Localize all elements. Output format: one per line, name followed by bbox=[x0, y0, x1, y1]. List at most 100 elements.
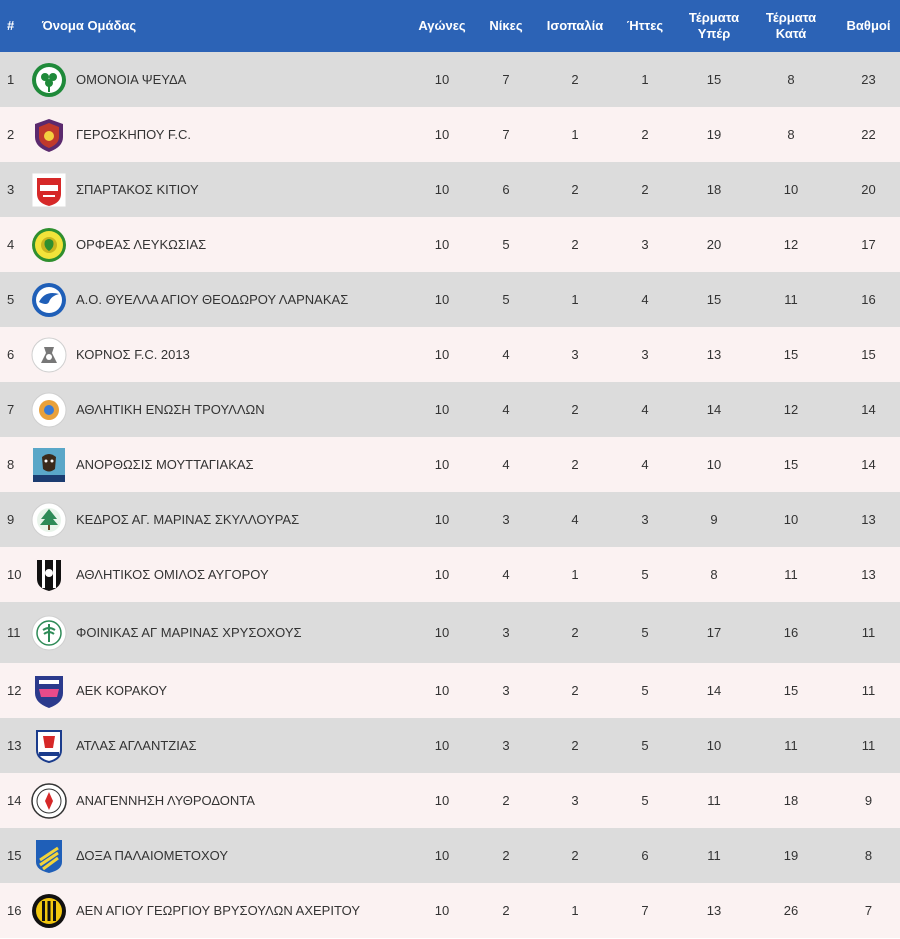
position-cell: 15 bbox=[7, 848, 22, 863]
played-cell: 10 bbox=[434, 738, 450, 753]
position-cell: 4 bbox=[7, 237, 15, 252]
header-points: Βαθμοί bbox=[846, 18, 891, 33]
table-row: 14 ΑΝΑΓΕΝΝΗΣΗ ΛΥΘΡΟΔΟΝΤΑ 10 2 3 5 11 18 9 bbox=[0, 773, 900, 828]
header-draws: Ισοπαλία bbox=[546, 18, 604, 33]
draws-cell: 2 bbox=[571, 848, 579, 863]
header-goals-against: Τέρματα Κατά bbox=[745, 0, 837, 52]
team-wrap: ΑΤΛΑΣ ΑΓΛΑΝΤΖΙΑΣ bbox=[30, 728, 415, 764]
losses-cell: 5 bbox=[641, 793, 649, 808]
team-cell: ΑΕΝ ΑΓΙΟΥ ΓΕΩΡΓΙΟΥ ΒΡΥΣΟΥΛΩΝ ΑΧΕΡΙΤΟΥ bbox=[30, 883, 415, 938]
losses-cell: 1 bbox=[641, 72, 649, 87]
losses-cell: 2 bbox=[641, 182, 649, 197]
team-name: ΣΠΑΡΤΑΚΟΣ ΚΙΤΙΟΥ bbox=[76, 182, 199, 197]
anagennisi-crest-icon bbox=[31, 782, 67, 819]
team-name: ΟΜΟΝΟΙΑ ΨΕΥΔΑ bbox=[76, 72, 187, 87]
team-wrap: ΑΕΝ ΑΓΙΟΥ ΓΕΩΡΓΙΟΥ ΒΡΥΣΟΥΛΩΝ ΑΧΕΡΙΤΟΥ bbox=[30, 893, 415, 929]
table-row: 9 ΚΕΔΡΟΣ ΑΓ. ΜΑΡΙΝΑΣ ΣΚΥΛΛΟΥΡΑΣ 10 3 4 3 9 10 13 bbox=[0, 492, 900, 547]
position-cell: 12 bbox=[7, 683, 22, 698]
table-row: 7 ΑΘΛΗΤΙΚΗ ΕΝΩΣΗ ΤΡΟΥΛΛΩΝ 10 4 2 4 14 12 14 bbox=[0, 382, 900, 437]
team-wrap: ΔΟΞΑ ΠΑΛΑΙΟΜΕΤΟΧΟΥ bbox=[30, 838, 415, 874]
points-cell: 14 bbox=[861, 457, 876, 472]
team-name: ΑΘΛΗΤΙΚΟΣ ΟΜΙΛΟΣ ΑΥΓΟΡΟΥ bbox=[76, 567, 269, 582]
points-cell: 16 bbox=[861, 292, 876, 307]
played-cell: 10 bbox=[434, 127, 450, 142]
goals-for-cell: 17 bbox=[706, 625, 722, 640]
team-wrap: ΚΟΡΝΟΣ F.C. 2013 bbox=[30, 337, 415, 373]
thyella-crest-icon bbox=[32, 282, 66, 317]
draws-cell: 2 bbox=[571, 625, 579, 640]
goals-for-cell: 15 bbox=[706, 292, 722, 307]
spartakos-kitiou-crest-icon bbox=[31, 172, 67, 207]
team-wrap: ΟΡΦΕΑΣ ΛΕΥΚΩΣΙΑΣ bbox=[30, 227, 415, 263]
goals-for-cell: 13 bbox=[706, 347, 722, 362]
omonoia-psevda-crest-icon bbox=[32, 62, 66, 97]
header-goals-against-line2: Κατά bbox=[775, 26, 807, 41]
played-cell: 10 bbox=[434, 512, 450, 527]
team-name: ΑΘΛΗΤΙΚΗ ΕΝΩΣΗ ΤΡΟΥΛΛΩΝ bbox=[76, 402, 265, 417]
losses-cell: 7 bbox=[641, 903, 649, 918]
aek-korakou-crest-icon bbox=[35, 675, 63, 708]
position-cell: 5 bbox=[7, 292, 15, 307]
goals-against-cell: 26 bbox=[783, 903, 799, 918]
aen-crest-icon bbox=[32, 893, 66, 928]
team-cell: ΑΘΛΗΤΙΚΟΣ ΟΜΙΛΟΣ ΑΥΓΟΡΟΥ bbox=[30, 547, 415, 602]
goals-for-cell: 10 bbox=[706, 738, 722, 753]
table-row: 16 ΑΕΝ ΑΓΙΟΥ ΓΕΩΡΓΙΟΥ ΒΡΥΣΟΥΛΩΝ ΑΧΕΡΙΤΟΥ 1… bbox=[0, 883, 900, 938]
goals-against-cell: 8 bbox=[787, 72, 795, 87]
draws-cell: 4 bbox=[571, 512, 579, 527]
team-wrap: ΑΕΚ ΚΟΡΑΚΟΥ bbox=[30, 673, 415, 709]
wins-cell: 3 bbox=[502, 738, 510, 753]
played-cell: 10 bbox=[434, 402, 450, 417]
doxa-crest-icon bbox=[36, 839, 62, 873]
points-cell: 7 bbox=[864, 903, 873, 918]
team-cell: ΚΕΔΡΟΣ ΑΓ. ΜΑΡΙΝΑΣ ΣΚΥΛΛΟΥΡΑΣ bbox=[30, 492, 415, 547]
team-wrap: ΑΝΑΓΕΝΝΗΣΗ ΛΥΘΡΟΔΟΝΤΑ bbox=[30, 782, 415, 819]
wins-cell: 2 bbox=[502, 903, 510, 918]
team-cell: ΟΡΦΕΑΣ ΛΕΥΚΩΣΙΑΣ bbox=[30, 217, 415, 272]
wins-cell: 6 bbox=[502, 182, 510, 197]
team-wrap: Α.Ο. ΘΥΕΛΛΑ ΑΓΙΟΥ ΘΕΟΔΩΡΟΥ ΛΑΡΝΑΚΑΣ bbox=[30, 282, 415, 318]
goals-for-cell: 18 bbox=[706, 182, 722, 197]
losses-cell: 3 bbox=[641, 512, 649, 527]
position-cell: 16 bbox=[7, 903, 22, 918]
team-name: ΑΝΑΓΕΝΝΗΣΗ ΛΥΘΡΟΔΟΝΤΑ bbox=[76, 793, 255, 808]
header-goals-for-line1: Τέρματα bbox=[688, 10, 740, 25]
wins-cell: 3 bbox=[502, 625, 510, 640]
table-row: 6 ΚΟΡΝΟΣ F.C. 2013 10 4 3 3 13 15 15 bbox=[0, 327, 900, 382]
header-played: Αγώνες bbox=[418, 18, 466, 33]
draws-cell: 2 bbox=[571, 683, 579, 698]
goals-for-cell: 8 bbox=[710, 567, 718, 582]
points-cell: 23 bbox=[861, 72, 876, 87]
goals-for-cell: 10 bbox=[706, 457, 722, 472]
losses-cell: 2 bbox=[641, 127, 649, 142]
points-cell: 11 bbox=[861, 683, 876, 698]
position-cell: 1 bbox=[7, 72, 15, 87]
team-wrap: ΣΠΑΡΤΑΚΟΣ ΚΙΤΙΟΥ bbox=[30, 172, 415, 208]
header-losses: Ήττες bbox=[626, 18, 664, 33]
wins-cell: 3 bbox=[502, 512, 510, 527]
team-name: ΑΤΛΑΣ ΑΓΛΑΝΤΖΙΑΣ bbox=[76, 738, 197, 753]
goals-against-cell: 11 bbox=[784, 567, 798, 582]
team-cell: Α.Ο. ΘΥΕΛΛΑ ΑΓΙΟΥ ΘΕΟΔΩΡΟΥ ΛΑΡΝΑΚΑΣ bbox=[30, 272, 415, 327]
team-name: ΑΕΝ ΑΓΙΟΥ ΓΕΩΡΓΙΟΥ ΒΡΥΣΟΥΛΩΝ ΑΧΕΡΙΤΟΥ bbox=[76, 903, 361, 918]
played-cell: 10 bbox=[434, 848, 450, 863]
draws-cell: 1 bbox=[571, 903, 579, 918]
header-goals-for-line2: Υπέρ bbox=[697, 26, 731, 41]
goals-for-cell: 11 bbox=[707, 848, 721, 863]
position-cell: 8 bbox=[7, 457, 15, 472]
team-cell: ΑΤΛΑΣ ΑΓΛΑΝΤΖΙΑΣ bbox=[30, 718, 415, 773]
played-cell: 10 bbox=[434, 457, 450, 472]
points-cell: 15 bbox=[861, 347, 876, 362]
team-wrap: ΑΘΛΗΤΙΚΟΣ ΟΜΙΛΟΣ ΑΥΓΟΡΟΥ bbox=[30, 557, 415, 593]
draws-cell: 2 bbox=[571, 457, 579, 472]
points-cell: 9 bbox=[864, 793, 873, 808]
orfeas-crest-icon bbox=[32, 227, 66, 262]
goals-for-cell: 9 bbox=[710, 512, 718, 527]
position-cell: 10 bbox=[7, 567, 22, 582]
draws-cell: 1 bbox=[571, 567, 579, 582]
team-cell: ΚΟΡΝΟΣ F.C. 2013 bbox=[30, 327, 415, 382]
team-name: ΚΕΔΡΟΣ ΑΓ. ΜΑΡΙΝΑΣ ΣΚΥΛΛΟΥΡΑΣ bbox=[76, 512, 300, 527]
points-cell: 14 bbox=[861, 402, 876, 417]
wins-cell: 3 bbox=[502, 683, 510, 698]
goals-against-cell: 10 bbox=[783, 512, 799, 527]
